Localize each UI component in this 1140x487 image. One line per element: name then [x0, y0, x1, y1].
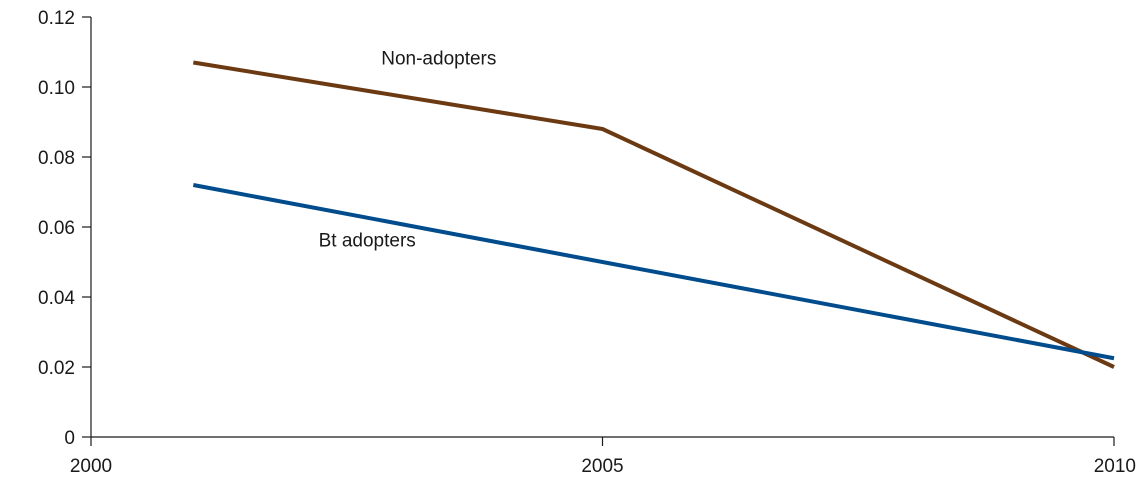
axes: 0 0.02 0.04 0.06 0.08 0.10 0.12 2000 2005 2010: [38, 8, 1136, 477]
x-tick-label: 2010: [1094, 456, 1136, 477]
x-tick-label: 2000: [70, 456, 112, 477]
y-tick-label: 0: [64, 428, 75, 449]
y-tick-label: 0.06: [38, 218, 75, 239]
series-label: Non-adopters: [381, 48, 496, 69]
y-tick-label: 0.10: [38, 78, 75, 99]
series-labels: Non-adopters Bt adopters: [319, 48, 497, 251]
series-line-bt-adopters: [192, 183, 1115, 361]
y-tick-label: 0.12: [38, 8, 75, 29]
series-group: [192, 60, 1115, 369]
series-label: Bt adopters: [319, 230, 416, 251]
x-tick-label: 2005: [581, 456, 623, 477]
y-tick-label: 0.04: [38, 288, 75, 309]
y-tick-label: 0.02: [38, 358, 75, 379]
series-line-non-adopters: [192, 60, 1115, 369]
y-tick-label: 0.08: [38, 148, 75, 169]
